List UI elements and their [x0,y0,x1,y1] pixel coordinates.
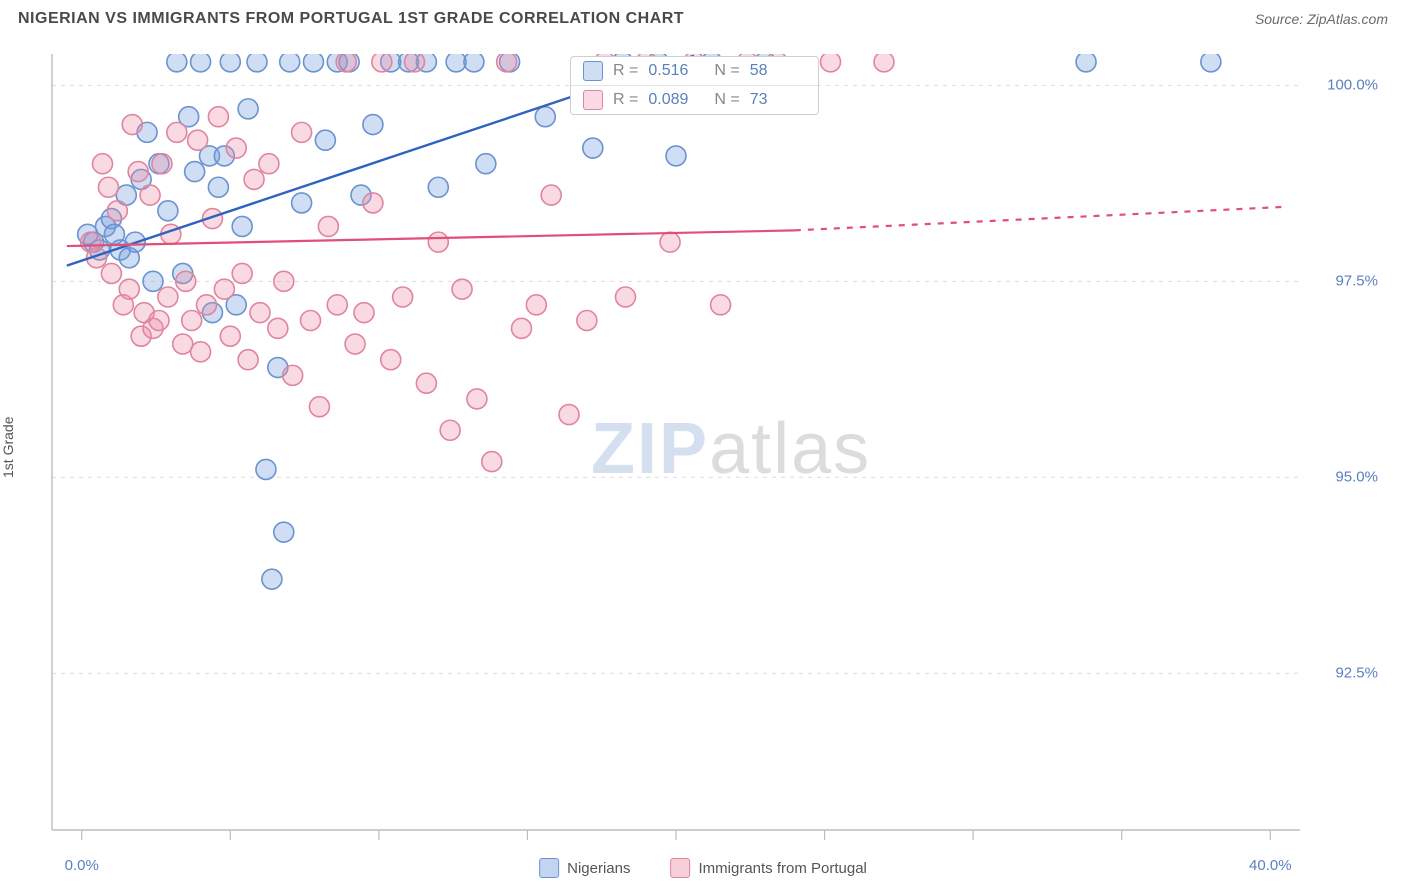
chart-area: 1st Grade ZIPatlas R = 0.516N = 58R = 0.… [0,40,1406,892]
y-tick-label: 100.0% [1327,77,1378,94]
stats-r-value: 0.089 [648,91,704,109]
stats-swatch [583,90,603,110]
stats-row-portugal: R = 0.089 N = 73 [571,85,818,114]
stats-n-value: 58 [750,62,806,80]
stats-r-label: R = [613,91,638,109]
x-tick-label-min: 0.0% [65,857,99,874]
legend-swatch [539,858,559,878]
stats-r-value: 0.516 [648,62,704,80]
stats-r-label: R = [613,62,638,80]
x-tick-label-max: 40.0% [1249,857,1292,874]
legend-item-portugal: Immigrants from Portugal [670,858,866,878]
stats-row-nigerians: R = 0.516 N = 58 [571,57,818,85]
legend-item-nigerians: Nigerians [539,858,630,878]
chart-header: NIGERIAN VS IMMIGRANTS FROM PORTUGAL 1ST… [0,0,1406,40]
scatter-chart-svg [0,40,1406,892]
chart-title: NIGERIAN VS IMMIGRANTS FROM PORTUGAL 1ST… [18,10,684,28]
stats-n-value: 73 [750,91,806,109]
stats-n-label: N = [714,62,739,80]
stats-n-label: N = [714,91,739,109]
y-tick-label: 97.5% [1335,273,1378,290]
legend: Nigerians Immigrants from Portugal [539,858,867,878]
stats-swatch [583,61,603,81]
correlation-stats-box: R = 0.516 N = 58 R = 0.089 N = 73 [570,56,819,115]
y-tick-label: 95.0% [1335,469,1378,486]
source-label: Source: ZipAtlas.com [1255,11,1388,27]
y-tick-label: 92.5% [1335,665,1378,682]
legend-label: Immigrants from Portugal [698,860,866,877]
legend-label: Nigerians [567,860,630,877]
legend-swatch [670,858,690,878]
